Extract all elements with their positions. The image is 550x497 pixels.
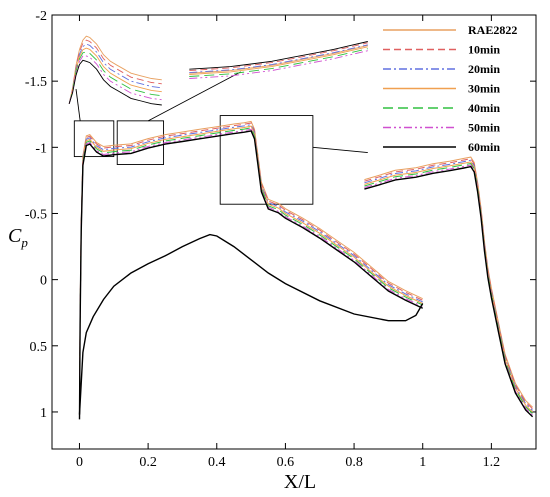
y-tick-label: 0 — [40, 274, 47, 289]
inset-mid-line — [189, 44, 368, 74]
x-tick-label: 0.4 — [208, 455, 226, 470]
y-tick-label: -1 — [35, 141, 47, 156]
legend-label: 30min — [468, 82, 500, 96]
legend-label: 20min — [468, 62, 500, 76]
inset-mid-line — [189, 48, 368, 77]
plot-frame — [51, 14, 537, 450]
upper-surface-line — [79, 122, 423, 412]
upper-surface-line — [79, 125, 423, 415]
y-tick-label: -0.5 — [25, 207, 47, 222]
x-axis-label: X/L — [284, 471, 316, 493]
connector-line — [75, 89, 81, 121]
legend-label: 40min — [468, 101, 500, 115]
x-tick-label: 0.8 — [345, 455, 363, 470]
zoom-boxes — [73, 71, 368, 205]
inset-left-line — [68, 55, 162, 104]
y-axis: -2 -1.5 -1 -0.5 0 0.5 1 — [25, 9, 536, 421]
upper-surface-line — [79, 128, 423, 418]
upper-surface-line — [79, 124, 423, 414]
legend-label: 50min — [468, 121, 500, 135]
connector-line — [147, 71, 242, 122]
upper-surface-line — [79, 120, 423, 410]
inset-mid-line — [189, 41, 368, 70]
x-tick-label: 1 — [419, 455, 426, 470]
x-tick-label: 1.2 — [483, 455, 501, 470]
detail-curve-line — [364, 164, 533, 416]
connector-line — [312, 146, 368, 154]
inset-left-line — [68, 39, 162, 104]
detail-curve-line — [364, 165, 534, 418]
y-tick-label: -2 — [35, 9, 47, 24]
inset-mid-line — [189, 42, 368, 72]
inset-left-line — [68, 51, 162, 104]
upper-surface-line — [79, 127, 423, 417]
inset-mid-line — [189, 50, 368, 79]
lower-surface-line — [78, 233, 424, 415]
detail-curve-line — [364, 162, 533, 414]
y-tick-label: -1.5 — [25, 75, 47, 90]
x-tick-label: 0 — [76, 455, 83, 470]
chart-curves — [78, 120, 534, 420]
y-tick-label: 1 — [40, 406, 47, 421]
legend-label: 10min — [468, 43, 500, 57]
inset-left-line — [68, 43, 162, 104]
inset-left-line — [68, 59, 162, 106]
x-axis: 0 0.2 0.4 0.6 0.8 1 1.2 — [76, 15, 500, 470]
x-tick-label: 0.2 — [139, 455, 157, 470]
inset-left-line — [68, 35, 162, 104]
y-tick-label: 0.5 — [30, 340, 48, 355]
legend-label: RAE2822 — [468, 23, 517, 37]
x-tick-label: 0.6 — [277, 455, 295, 470]
legend-label: 60min — [468, 140, 500, 154]
y-axis-label: Cp — [8, 225, 28, 250]
legend: RAE2822 10min 20min 30min 40min 50min 60min — [383, 23, 517, 154]
inset-curves — [68, 35, 368, 106]
inset-mid-line — [189, 46, 368, 75]
zoom-box — [73, 120, 115, 158]
inset-left-line — [68, 47, 162, 104]
upper-surface-line — [78, 130, 423, 420]
